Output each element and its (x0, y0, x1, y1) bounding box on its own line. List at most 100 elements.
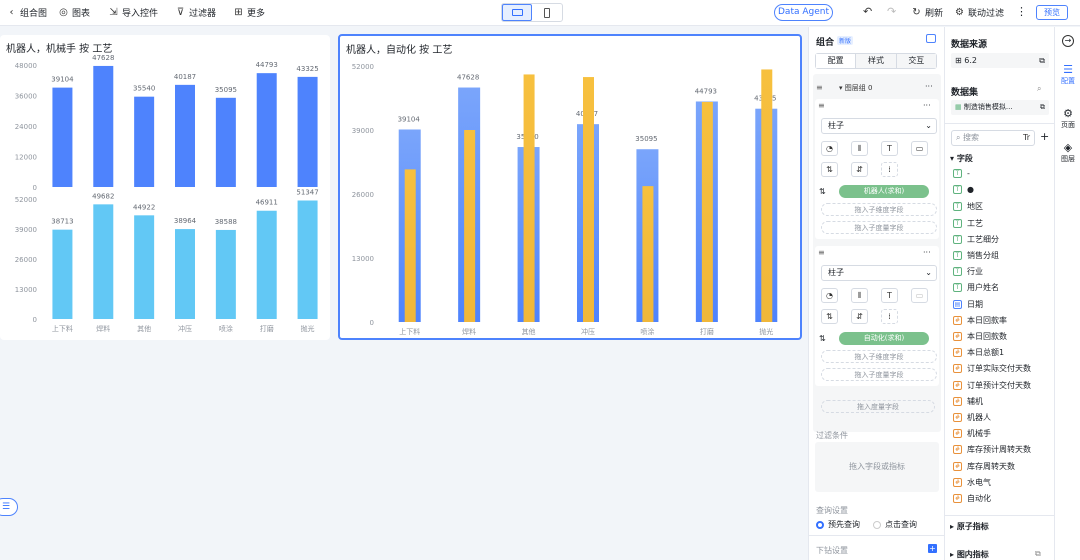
sort-desc-icon[interactable]: ⇵ (851, 162, 868, 177)
field-item[interactable]: T 用户姓名 (953, 282, 999, 293)
switch-icon[interactable] (926, 34, 936, 43)
field-item[interactable]: # 本日总额1 (953, 347, 1004, 358)
layer-group[interactable]: ▾ 图层组 0 (839, 83, 872, 93)
measure-drop-slot-2[interactable]: 拖入子度量字段 (821, 368, 937, 381)
copy-icon[interactable]: ⧉ (1035, 549, 1041, 558)
caret-down-icon: ▾ (950, 154, 957, 163)
field-item[interactable]: T 行业 (953, 266, 983, 277)
field-item[interactable]: # 水电气 (953, 477, 991, 488)
dim-drop-slot-1[interactable]: 拖入子维度字段 (821, 203, 937, 216)
grid-slot-icon[interactable]: ⁞ (881, 162, 898, 177)
add-drill-icon[interactable]: + (928, 544, 937, 553)
sort-desc-icon[interactable]: ⇵ (851, 309, 868, 324)
search-icon[interactable]: ⌕ (1037, 84, 1042, 93)
field-item[interactable]: # 本日回款数 (953, 331, 1007, 342)
rail-config[interactable]: ☰ 配置 (1058, 63, 1078, 86)
query-option-prefetch[interactable]: 预先查询 (816, 519, 860, 530)
fields-section[interactable]: ▾ 字段 (950, 153, 973, 164)
chart-type-select-1[interactable]: 柱子 ⌄ (821, 118, 937, 134)
add-field-icon[interactable]: + (1040, 130, 1050, 143)
series-1-data-label: 35095 (635, 135, 657, 143)
chart-type-select-2[interactable]: 柱子 ⌄ (821, 265, 937, 281)
color-icon[interactable]: ◔ (821, 141, 838, 156)
field-search-input[interactable]: ⌕ 搜索 Tr (951, 130, 1035, 146)
collapse-arrow-icon[interactable]: → (1062, 35, 1074, 47)
expand-handle-icon[interactable]: ☰ (0, 498, 18, 516)
more-dots-icon[interactable]: ··· (923, 101, 931, 110)
preview-button[interactable]: 预览 (1036, 5, 1068, 20)
rail-layer[interactable]: ◈ 图层 (1058, 141, 1078, 164)
linkage-filter-button[interactable]: ⚙ 联动过滤 (954, 6, 1004, 19)
measure-drop-slot-1[interactable]: 拖入子度量字段 (821, 221, 937, 234)
new-badge: 新版 (837, 36, 854, 45)
rail-page[interactable]: ⚙ 页面 (1058, 107, 1078, 130)
field-item[interactable]: T 销售分组 (953, 250, 999, 261)
data-agent-button[interactable]: Data Agent (774, 4, 833, 21)
measure-drop-slot[interactable]: 拖入度量字段 (821, 400, 935, 413)
sort-asc-icon[interactable]: ⇅ (821, 162, 838, 177)
field-item[interactable]: T- (953, 169, 970, 178)
field-item[interactable]: ▤ 日期 (953, 299, 983, 310)
dim-drop-slot-2[interactable]: 拖入子维度字段 (821, 350, 937, 363)
copy-icon[interactable]: ⧉ (1039, 56, 1045, 65)
color-icon[interactable]: ◔ (821, 288, 838, 303)
field-item[interactable]: T 工艺细分 (953, 234, 999, 245)
sort-asc-icon[interactable]: ⇅ (821, 309, 838, 324)
more-dots-icon[interactable]: ··· (925, 82, 933, 91)
field-item[interactable]: # 库存预计周转天数 (953, 444, 1031, 455)
y-tick-label: 13000 (352, 255, 374, 263)
measure-pill-1[interactable]: 机器人(求和) (839, 185, 929, 198)
field-item[interactable]: # 机器人 (953, 412, 991, 423)
measure-pill-2[interactable]: 自动化(求和) (839, 332, 929, 345)
field-item[interactable]: # 自动化 (953, 493, 991, 504)
field-item[interactable]: # 订单实际交付天数 (953, 363, 1031, 374)
atom-metrics-section[interactable]: ▸ 原子指标 (950, 521, 989, 532)
size-icon[interactable]: ⫴ (851, 288, 868, 303)
field-item[interactable]: # 机械手 (953, 428, 991, 439)
tab-style[interactable]: 样式 (855, 54, 896, 68)
desktop-view-button[interactable] (502, 4, 532, 21)
field-item[interactable]: T ● (953, 185, 974, 195)
drag-handle-icon[interactable]: ≡ (816, 83, 823, 92)
import-control-menu[interactable]: ⇲ 导入控件 (108, 6, 158, 19)
copy-icon[interactable]: ⧉ (1040, 103, 1045, 111)
tab-config[interactable]: 配置 (816, 54, 856, 68)
text-format-icon[interactable]: Tr (1023, 133, 1030, 142)
size-icon[interactable]: ⫴ (851, 141, 868, 156)
sort-order-icon[interactable]: ⇅ (819, 187, 826, 196)
refresh-button[interactable]: ↻ 刷新 (911, 6, 943, 19)
chart-menu[interactable]: ◎ 图表 (58, 6, 90, 19)
undo-icon[interactable]: ↶ (863, 5, 873, 18)
field-item[interactable]: # 辅机 (953, 396, 983, 407)
redo-icon[interactable]: ↷ (887, 5, 897, 18)
field-item[interactable]: T 地区 (953, 201, 983, 212)
kebab-menu-icon[interactable]: ⋮ (1016, 5, 1027, 18)
text-icon[interactable]: T (881, 141, 898, 156)
tab-interaction[interactable]: 交互 (895, 54, 936, 68)
drag-handle-icon[interactable]: ≡ (818, 101, 825, 110)
chart-card-2[interactable]: 机器人，自动化 按 工艺 52000 39000 26000 13000 0 39104 4… (338, 34, 802, 340)
grid-slot-icon[interactable]: ⁞ (881, 309, 898, 324)
measure-field-icon: # (953, 429, 962, 439)
text-icon[interactable]: T (881, 288, 898, 303)
field-item[interactable]: # 订单预计交付天数 (953, 380, 1031, 391)
back-button[interactable]: ‹ 组合图 (6, 6, 48, 19)
filter-drop-zone[interactable]: 拖入字段或指标 (815, 442, 939, 492)
query-option-click[interactable]: 点击查询 (873, 519, 917, 530)
chart-card-1[interactable]: 机器人，机械手 按 工艺 48000 36000 24000 12000 0 39104 4… (0, 35, 330, 340)
drag-handle-icon[interactable]: ≡ (818, 248, 825, 257)
field-item[interactable]: # 库存周转天数 (953, 461, 1015, 472)
dataset-select[interactable]: ▦ 制造销售模拟... ⧉ (951, 100, 1049, 115)
filter-menu[interactable]: ⊽ 过滤器 (175, 6, 216, 19)
bottom-data-label: 46911 (256, 199, 278, 207)
sort-order-icon[interactable]: ⇅ (819, 334, 826, 343)
tooltip-icon[interactable]: ▭ (911, 288, 928, 303)
more-dots-icon[interactable]: ··· (923, 248, 931, 257)
data-source-select[interactable]: ⊞ 6.2 ⧉ (951, 53, 1049, 68)
mobile-view-button[interactable] (532, 4, 562, 21)
more-menu[interactable]: ⊞ 更多 (233, 6, 265, 19)
field-item[interactable]: # 本日回款率 (953, 315, 1007, 326)
field-item[interactable]: T 工艺 (953, 218, 983, 229)
chart-metrics-section[interactable]: ▸ 图内指标 (950, 549, 989, 560)
tooltip-icon[interactable]: ▭ (911, 141, 928, 156)
